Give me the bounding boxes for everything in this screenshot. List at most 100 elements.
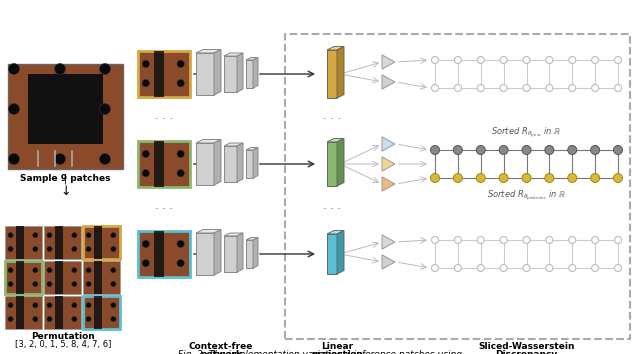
Circle shape — [72, 233, 77, 238]
Circle shape — [33, 268, 38, 273]
Circle shape — [431, 236, 438, 244]
Circle shape — [569, 85, 576, 91]
Polygon shape — [196, 53, 214, 95]
Polygon shape — [196, 139, 221, 143]
Bar — [94, 226, 102, 259]
Circle shape — [614, 145, 623, 154]
Circle shape — [8, 233, 13, 238]
Text: · · ·: · · · — [155, 114, 173, 124]
Circle shape — [47, 303, 52, 308]
Circle shape — [477, 85, 484, 91]
Bar — [16, 261, 24, 294]
Bar — [5, 226, 42, 259]
Bar — [83, 296, 120, 329]
Bar — [138, 51, 190, 97]
Circle shape — [72, 316, 77, 322]
Circle shape — [591, 57, 598, 63]
Circle shape — [614, 57, 621, 63]
Polygon shape — [214, 139, 221, 185]
Circle shape — [8, 154, 19, 165]
Polygon shape — [337, 46, 344, 98]
Circle shape — [86, 233, 91, 238]
Circle shape — [86, 246, 91, 252]
Circle shape — [8, 303, 13, 308]
Circle shape — [86, 316, 91, 322]
Circle shape — [569, 264, 576, 272]
Bar — [285, 34, 630, 339]
Text: Context-free: Context-free — [189, 342, 253, 351]
Circle shape — [454, 57, 461, 63]
Circle shape — [614, 264, 621, 272]
Circle shape — [431, 173, 440, 183]
Bar — [28, 74, 103, 144]
Circle shape — [499, 145, 508, 154]
Bar — [44, 261, 81, 294]
Circle shape — [523, 264, 530, 272]
Circle shape — [546, 85, 553, 91]
Circle shape — [47, 281, 52, 287]
Polygon shape — [382, 255, 395, 269]
Circle shape — [454, 85, 461, 91]
Polygon shape — [382, 157, 395, 171]
Text: Fig. 2: The implementation variational-inference patches using: Fig. 2: The implementation variational-i… — [178, 350, 462, 354]
Polygon shape — [224, 236, 237, 272]
Bar — [5, 296, 42, 329]
Circle shape — [568, 145, 577, 154]
Bar — [8, 64, 123, 169]
Bar — [16, 226, 24, 259]
Circle shape — [177, 150, 184, 158]
Circle shape — [569, 236, 576, 244]
Bar — [83, 226, 120, 259]
Polygon shape — [246, 150, 253, 178]
Circle shape — [54, 63, 65, 74]
Bar — [5, 261, 42, 294]
Circle shape — [454, 264, 461, 272]
Bar — [55, 226, 63, 259]
Circle shape — [522, 145, 531, 154]
Circle shape — [431, 85, 438, 91]
Circle shape — [8, 316, 13, 322]
Polygon shape — [382, 75, 395, 89]
Circle shape — [142, 170, 150, 177]
Polygon shape — [237, 143, 243, 182]
Circle shape — [500, 264, 507, 272]
Polygon shape — [327, 234, 337, 274]
Circle shape — [614, 85, 621, 91]
Polygon shape — [337, 230, 344, 274]
Polygon shape — [237, 53, 243, 92]
Circle shape — [614, 236, 621, 244]
Circle shape — [111, 281, 116, 287]
Text: · · ·: · · · — [155, 204, 173, 214]
Text: · · ·: · · · — [323, 204, 341, 214]
Circle shape — [33, 246, 38, 252]
Circle shape — [591, 173, 600, 183]
Circle shape — [431, 57, 438, 63]
Circle shape — [476, 145, 485, 154]
Circle shape — [523, 236, 530, 244]
Polygon shape — [382, 235, 395, 249]
Circle shape — [72, 281, 77, 287]
Circle shape — [142, 80, 150, 87]
Circle shape — [142, 259, 150, 267]
Polygon shape — [327, 230, 344, 234]
Circle shape — [33, 281, 38, 287]
Circle shape — [86, 281, 91, 287]
Circle shape — [454, 236, 461, 244]
Circle shape — [477, 57, 484, 63]
Bar — [138, 141, 190, 187]
Circle shape — [33, 316, 38, 322]
Circle shape — [546, 57, 553, 63]
Circle shape — [99, 103, 111, 114]
Circle shape — [33, 233, 38, 238]
Circle shape — [523, 85, 530, 91]
Circle shape — [591, 264, 598, 272]
Circle shape — [591, 236, 598, 244]
Circle shape — [111, 233, 116, 238]
Circle shape — [99, 154, 111, 165]
Circle shape — [177, 80, 184, 87]
Bar — [83, 261, 120, 294]
Circle shape — [177, 60, 184, 68]
Polygon shape — [196, 50, 221, 53]
Polygon shape — [196, 233, 214, 275]
Circle shape — [72, 303, 77, 308]
